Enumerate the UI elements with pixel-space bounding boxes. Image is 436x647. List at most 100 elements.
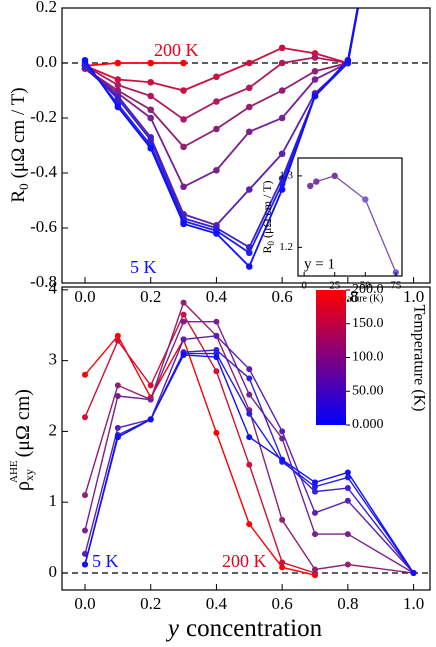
data-point (213, 125, 220, 133)
data-point (213, 354, 220, 361)
data-point (311, 76, 319, 83)
data-point (311, 54, 319, 61)
data-point (114, 434, 121, 441)
plot-area (307, 172, 400, 276)
data-point (147, 382, 154, 389)
data-point (246, 366, 253, 373)
data-point (246, 461, 253, 468)
data-point (279, 428, 286, 435)
label-unit: (μΩ cm / T) (8, 87, 29, 178)
y-tick-label: -0.2 (30, 107, 57, 126)
data-point (82, 561, 88, 568)
data-point (278, 87, 286, 94)
label-unit: (μΩ cm / T) (260, 181, 274, 238)
annotation: 200 K (222, 551, 267, 571)
y-tick-label: 0 (49, 562, 58, 581)
data-point (180, 116, 187, 123)
data-point (344, 531, 351, 538)
data-point (246, 434, 253, 441)
data-point (278, 114, 286, 122)
data-point (82, 414, 88, 421)
data-point (213, 332, 220, 339)
x-tick-label: 0.6 (272, 594, 293, 613)
series-line (84, 62, 184, 67)
data-point (180, 220, 187, 228)
series-line (84, 301, 414, 574)
y-tick-label: 1 (49, 491, 58, 510)
data-point (82, 492, 88, 499)
x-tick-label: 0.6 (272, 287, 293, 306)
y-tick-label: 1.2 (279, 241, 293, 253)
data-point (147, 78, 155, 86)
data-point (114, 337, 121, 344)
label-unit: (μΩ cm) (12, 389, 34, 457)
colorbar-tick-label: 200.0 (352, 282, 384, 297)
data-point (245, 84, 253, 92)
x-tick-label: 75 (390, 279, 402, 291)
data-point (313, 178, 320, 185)
data-point (180, 336, 187, 343)
label-main: R (8, 190, 29, 203)
x-tick-label: 0 (301, 279, 307, 291)
data-point (213, 318, 220, 325)
colorbar (316, 290, 346, 425)
colorbar-tick-label: 100.0 (352, 350, 384, 365)
data-point (180, 59, 187, 67)
annotation: 5 K (130, 257, 157, 277)
top-y-label: R0 (μΩ cm / T) (8, 87, 31, 202)
data-point (82, 527, 88, 534)
series-line (84, 8, 359, 121)
data-point (279, 559, 286, 566)
data-point (278, 150, 286, 158)
data-point (180, 143, 187, 151)
data-point (362, 196, 369, 203)
data-point (147, 144, 155, 152)
data-point (307, 182, 314, 190)
data-point (147, 92, 155, 100)
data-point (344, 497, 351, 504)
data-point (213, 73, 220, 81)
data-point (246, 410, 253, 417)
plot-area (62, 8, 430, 270)
y-tick-label: 0.2 (36, 0, 57, 16)
x-axis-label: y concentration (165, 615, 323, 642)
data-point (410, 570, 417, 577)
label-main: ρ (12, 481, 34, 491)
data-point (246, 375, 253, 382)
x-tick-label: 0.2 (140, 594, 161, 613)
x-tick-label: 25 (329, 279, 341, 291)
series-line (84, 320, 414, 574)
y-tick-label: 4 (49, 279, 58, 298)
bottom-y-label: ρxyAHE (μΩ cm) (8, 389, 36, 491)
x-tick-label: 0.4 (206, 287, 228, 306)
data-point (82, 550, 88, 557)
data-point (278, 44, 286, 52)
series-line (84, 8, 359, 255)
annotation: 200 K (154, 40, 199, 60)
data-point (114, 81, 122, 89)
data-point (180, 318, 187, 325)
data-point (245, 59, 253, 67)
data-point (114, 382, 121, 389)
plot-frame (297, 157, 403, 277)
series-line (84, 8, 359, 149)
label-sub: xy (22, 469, 36, 481)
y-tick-label: -0.6 (30, 217, 57, 236)
data-point (344, 485, 351, 492)
x-tick-label: 0.2 (140, 287, 161, 306)
y-tick-label: -0.8 (30, 272, 57, 291)
data-point (312, 479, 318, 486)
data-point (147, 136, 155, 144)
x-tick-label: 1.0 (403, 594, 424, 613)
y-tick-label: 1.3 (279, 169, 293, 181)
y-tick-label: -0.4 (30, 162, 57, 181)
data-point (213, 98, 220, 105)
colorbar-tick-label: 150.0 (352, 316, 384, 331)
x-tick-label: 0.0 (74, 594, 95, 613)
annotation: y = 1 (304, 256, 335, 272)
plot-area (62, 299, 430, 579)
data-point (213, 429, 220, 436)
plot-frame (61, 286, 431, 591)
data-point (114, 332, 121, 339)
